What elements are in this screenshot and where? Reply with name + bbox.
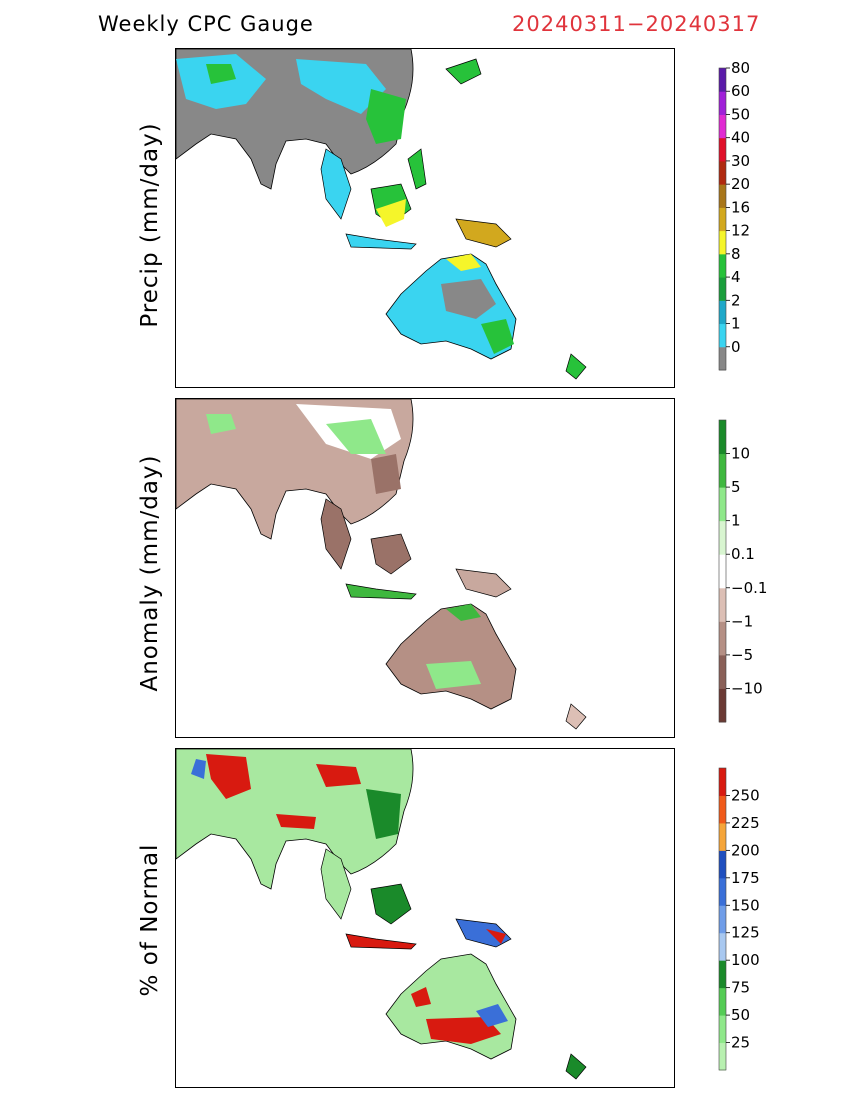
colorbar-segment xyxy=(719,253,726,278)
colorbar-segment xyxy=(719,587,726,622)
colorbar-tick-label: 20 xyxy=(731,175,750,193)
colorbar-tick-label: 1 xyxy=(731,315,741,333)
colorbar-segment xyxy=(719,453,726,488)
colorbar-tick-label: 125 xyxy=(731,924,760,942)
colorbar-segment xyxy=(719,1015,726,1044)
colorbar-tick-label: 225 xyxy=(731,814,760,832)
anomaly-colorbar-svg: −10 −5 −1 −0.1 0.1 1 5 10 xyxy=(718,419,767,723)
colorbar-segment xyxy=(719,207,726,232)
colorbar-tick-label: 50 xyxy=(731,1006,750,1024)
colorbar-tick-label: 4 xyxy=(731,268,741,286)
percent-normal-landmass xyxy=(176,749,587,1080)
colorbar-tick-label: 16 xyxy=(731,198,750,216)
precip-axis-label: Precip (mm/day) xyxy=(137,122,163,328)
colorbar-tick-label: 25 xyxy=(731,1034,750,1052)
colorbar-segment xyxy=(719,554,726,589)
colorbar-segment xyxy=(719,420,726,455)
colorbar-segment xyxy=(719,654,726,689)
chart-title: Weekly CPC Gauge xyxy=(98,12,314,36)
colorbar-tick-label: 100 xyxy=(731,951,760,969)
colorbar-segment xyxy=(719,795,726,824)
colorbar-tick-label: 75 xyxy=(731,979,750,997)
colorbar-segment xyxy=(719,932,726,961)
colorbar-border xyxy=(718,67,727,371)
colorbar-tick-label: −5 xyxy=(731,646,753,664)
anomaly-axis-label: Anomaly (mm/day) xyxy=(137,454,163,692)
colorbar-tick-label: 50 xyxy=(731,105,750,123)
percent-normal-colorbar: 25 50 75 100 125 150 175 200 225 250 xyxy=(718,767,789,1074)
colorbar-tick-label: −1 xyxy=(731,612,753,630)
colorbar-tick-label: 12 xyxy=(731,222,750,240)
anomaly-landmass xyxy=(176,399,587,730)
colorbar-segment xyxy=(719,323,726,348)
anomaly-map xyxy=(176,399,587,730)
colorbar-segment xyxy=(719,987,726,1016)
colorbar-tick-label: 2 xyxy=(731,291,741,309)
colorbar-tick-label: 150 xyxy=(731,896,760,914)
colorbar-segment xyxy=(719,621,726,656)
colorbar-tick-label: 175 xyxy=(731,869,760,887)
colorbar-segment xyxy=(719,68,726,92)
colorbar-segment xyxy=(719,1042,726,1071)
colorbar-segment xyxy=(719,230,726,255)
colorbar-tick-label: 200 xyxy=(731,841,760,859)
colorbar-tick-label: 8 xyxy=(731,245,741,263)
date-range: 20240311−20240317 xyxy=(512,12,761,36)
percent-normal-axis-label: % of Normal xyxy=(137,843,163,997)
precip-map-panel xyxy=(175,48,675,388)
colorbar-segment xyxy=(719,960,726,989)
colorbar-tick-label: 80 xyxy=(731,59,750,77)
colorbar-segment xyxy=(719,137,726,162)
colorbar-segment xyxy=(719,91,726,115)
colorbar-segment xyxy=(719,850,726,879)
colorbar-tick-label: 40 xyxy=(731,129,750,147)
colorbar-tick-label: 5 xyxy=(731,478,741,496)
precip-landmass xyxy=(176,49,587,380)
colorbar-tick-label: −0.1 xyxy=(731,579,767,597)
colorbar-tick-label: 0.1 xyxy=(731,545,755,563)
colorbar-segment xyxy=(719,300,726,325)
percent-normal-colorbar-svg: 25 50 75 100 125 150 175 200 225 250 xyxy=(718,767,760,1071)
percent-normal-map-panel xyxy=(175,748,675,1088)
colorbar-segment xyxy=(719,520,726,555)
colorbar-segment xyxy=(719,346,726,371)
colorbar-segment xyxy=(719,688,726,723)
colorbar-segment xyxy=(719,905,726,934)
colorbar-segment xyxy=(719,160,726,185)
percent-normal-map xyxy=(176,749,587,1080)
colorbar-segment xyxy=(719,877,726,906)
colorbar-segment xyxy=(719,487,726,522)
colorbar-tick-label: 30 xyxy=(731,152,750,170)
colorbar-tick-label: 1 xyxy=(731,512,741,530)
colorbar-tick-label: −10 xyxy=(731,679,763,697)
colorbar-tick-label: 10 xyxy=(731,445,750,463)
anomaly-colorbar: −10 −5 −1 −0.1 0.1 1 5 10 xyxy=(718,419,789,726)
colorbar-segment xyxy=(719,114,726,139)
colorbar-border xyxy=(718,419,727,723)
anomaly-map-panel xyxy=(175,398,675,738)
colorbar-border xyxy=(718,767,727,1071)
precip-map xyxy=(176,49,587,380)
colorbar-segment xyxy=(719,822,726,851)
colorbar-segment xyxy=(719,768,726,796)
colorbar-segment xyxy=(719,184,726,208)
precip-colorbar: 0 1 2 4 8 12 16 20 30 40 50 60 80 xyxy=(718,59,789,374)
colorbar-tick-label: 0 xyxy=(731,338,741,356)
colorbar-segment xyxy=(719,277,726,301)
colorbar-tick-label: 250 xyxy=(731,786,760,804)
colorbar-tick-label: 60 xyxy=(731,82,750,100)
